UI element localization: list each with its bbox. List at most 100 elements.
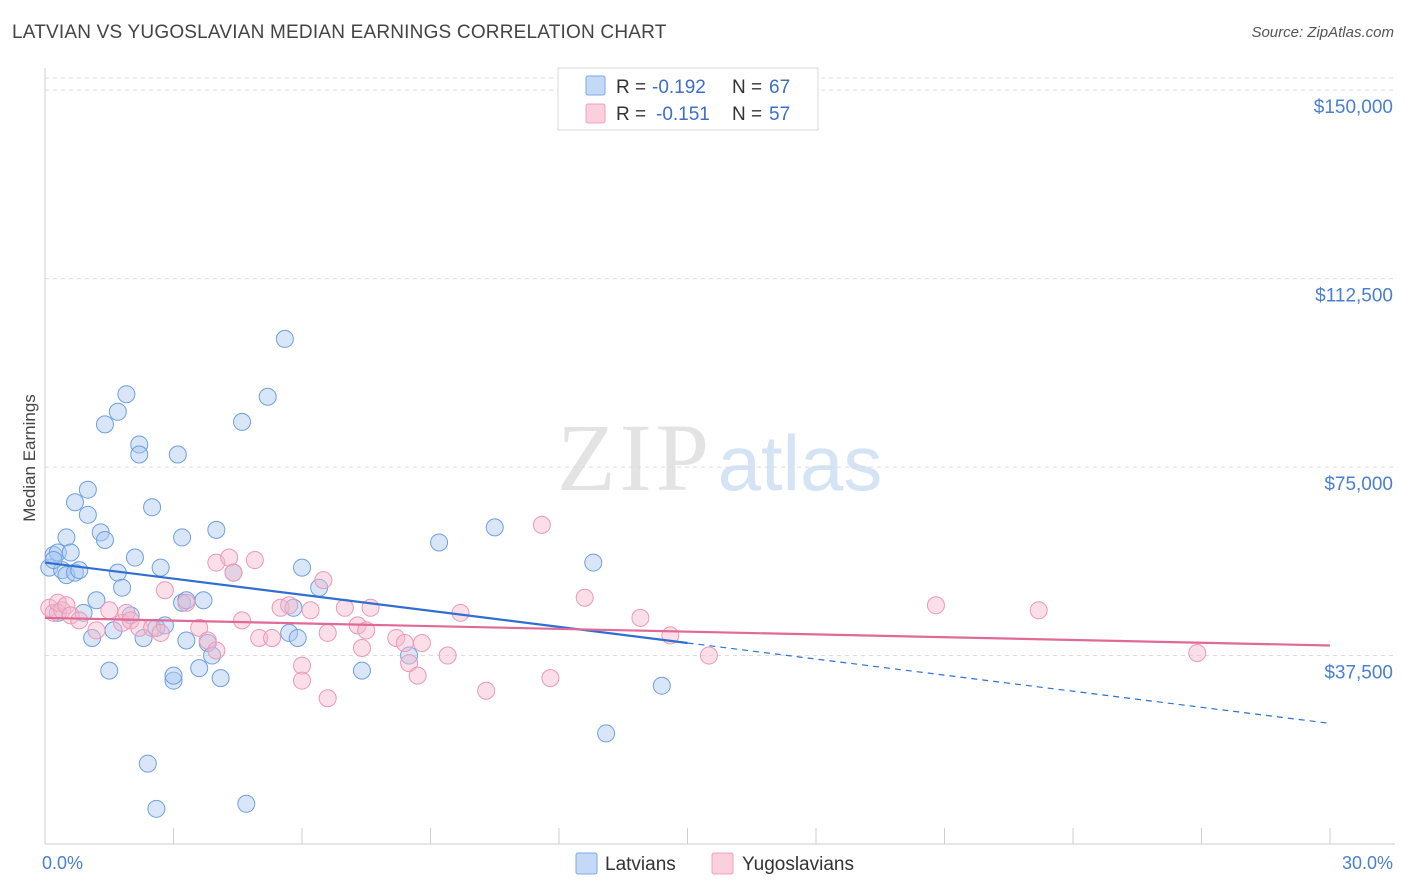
y-tick-label: $112,500 [1315,286,1393,307]
watermark-zip: ZIP [557,404,713,511]
latvians-point [177,631,196,650]
yugoslavians-point [263,628,282,647]
latvians-points [40,329,671,818]
bottom-legend: Latvians Yugoslavians [575,852,854,875]
yugoslavians-point [318,689,337,708]
yugoslavians-point [220,548,239,567]
legend-swatch-latvians [585,75,606,96]
yugoslavians-point [301,601,320,620]
yugoslavians-point [318,623,337,642]
latvians-point [130,445,149,464]
latvians-point [485,518,504,537]
latvians-point [173,528,192,547]
yugoslavians-point [177,593,196,612]
latvians-point [237,794,256,813]
chart-title: LATVIAN VS YUGOSLAVIAN MEDIAN EARNINGS C… [12,22,667,43]
yugoslavians-point [352,639,371,657]
yugoslavians-point [250,628,269,647]
yugoslavians-point [541,669,560,688]
yugoslavians-point [70,611,89,630]
latvians-point [125,548,144,567]
trend-lines [44,561,1331,724]
yugoslavians-point [224,563,243,582]
latvians-trend-extension [687,642,1331,724]
latvians-point [211,669,230,688]
chart-source: Source: ZipAtlas.com [1251,24,1394,41]
y-tick-label: $37,500 [1324,663,1393,684]
watermark-atlas: atlas [718,419,883,507]
grid-lines [45,77,1395,657]
latvians-point [584,553,603,572]
latvians-point [100,661,119,680]
yugoslavians-point [412,633,431,652]
latvians-point [138,754,157,773]
latvians-point [258,387,277,406]
latvians-point [78,480,97,499]
latvians-point [151,558,170,577]
bottom-legend-swatch-yugoslavians [711,852,734,875]
legend-n-value-yugoslavians: 57 [769,104,790,125]
latvians-point [207,520,226,539]
yugoslavians-point [400,654,419,673]
latvians-point [233,412,252,431]
latvians-point [168,445,187,464]
yugoslavians-point [387,628,406,647]
y-tick-labels: $37,500 $75,000 $112,500 $150,000 [1314,97,1393,683]
latvians-point [352,661,371,680]
latvians-point [95,530,114,549]
latvians-point [117,385,136,404]
yugoslavians-point [395,633,414,652]
latvians-point [44,551,63,570]
yugoslavians-point [100,601,119,620]
latvians-point [95,415,114,434]
yugoslavians-point [314,571,333,590]
yugoslavians-point [280,596,299,615]
legend-n-value-latvians: 67 [769,77,790,98]
latvians-point [130,435,149,454]
latvians-point [143,498,162,517]
bottom-legend-swatch-latvians [575,852,598,875]
latvians-point [652,676,671,695]
yugoslavians-point [408,666,427,685]
yugoslavians-point [207,641,226,660]
latvians-point [65,493,84,512]
legend-r-label-latvians: R = [616,77,646,98]
yugoslavians-point [233,611,252,630]
top-legend: R = -0.192 N = 67 R = -0.151 N = 57 [557,67,819,131]
latvians-point [597,724,616,743]
yugoslavians-point [631,608,650,627]
latvians-point [113,578,132,597]
yugoslavians-point [190,618,209,637]
latvians-point [194,591,213,610]
latvians-point [78,505,97,524]
yugoslavians-point [699,646,718,665]
legend-r-value-latvians: -0.192 [652,77,706,98]
legend-swatch-yugoslavians [585,103,606,124]
yugoslavians-point [1029,601,1048,620]
yugoslavians-point [532,515,551,534]
yugoslavians-point [1188,644,1207,663]
yugoslavians-point [151,623,170,642]
bottom-legend-label-latvians: Latvians [605,854,676,875]
yugoslavians-points [40,515,1207,708]
yugoslavians-point [438,646,457,665]
y-tick-label: $75,000 [1324,474,1393,495]
latvians-point [164,666,183,685]
x-tick-labels: 0.0% 30.0% [42,853,1393,873]
x-tick-label-min: 0.0% [42,853,83,873]
legend-r-value-yugoslavians: -0.151 [656,104,710,125]
latvians-point [275,329,294,348]
latvians-point [190,659,209,678]
yugoslavians-point [357,621,376,640]
latvians-point [57,528,76,547]
latvians-point [70,561,89,580]
legend-n-label-yugoslavians: N = [732,104,762,125]
yugoslavians-point [293,656,311,675]
yugoslavians-point [293,671,311,690]
axes [44,68,1395,845]
legend-n-label-latvians: N = [732,77,762,98]
yugoslavians-point [57,596,76,615]
yugoslavians-point [245,551,264,570]
latvians-point [430,533,449,552]
